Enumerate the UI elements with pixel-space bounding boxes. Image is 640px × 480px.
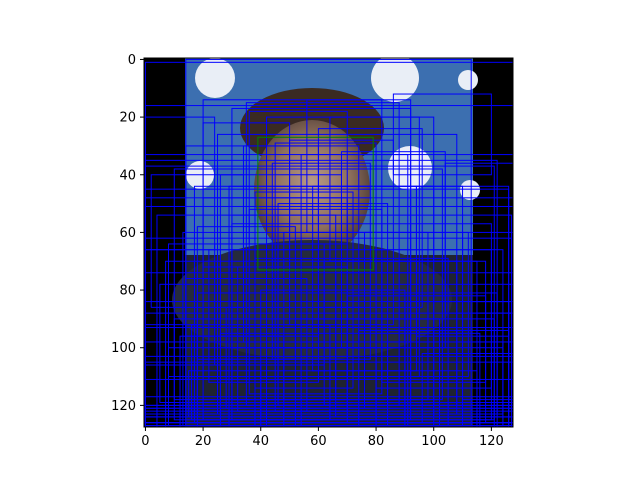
backdrop-logo: [460, 180, 480, 200]
bounding-box: [202, 122, 291, 268]
bounding-box: [237, 266, 348, 412]
highlight-box: [257, 136, 374, 271]
x-tick-label: 100: [421, 434, 446, 449]
y-tick-label: 100: [111, 341, 136, 356]
bounding-box: [248, 110, 348, 245]
image-area: [144, 58, 513, 427]
bounding-box: [381, 260, 487, 383]
x-tick-label: 60: [310, 434, 327, 449]
y-tick-label: 120: [111, 399, 136, 414]
backdrop-logo: [195, 58, 235, 98]
x-tick-label: 20: [195, 434, 212, 449]
bounding-box: [462, 231, 513, 401]
bounding-box: [335, 272, 435, 418]
bounding-box: [254, 191, 354, 389]
axes-frame: [143, 57, 514, 428]
backdrop-logo: [388, 146, 432, 190]
x-axis: 0 20 40 60 80 100 120: [141, 427, 504, 449]
x-tick-label: 120: [479, 434, 504, 449]
bounding-box: [404, 301, 513, 427]
bounding-box: [168, 243, 279, 378]
bounding-boxes: [144, 58, 513, 427]
backdrop-logo: [458, 70, 478, 90]
y-tick-label: 80: [119, 284, 136, 299]
backdrop-logo: [371, 58, 419, 102]
y-tick-label: 20: [119, 111, 136, 126]
bounding-box: [159, 283, 513, 403]
y-tick-label: 60: [119, 226, 136, 241]
bounding-box: [179, 335, 285, 427]
bounding-box: [387, 341, 504, 427]
bounding-box: [444, 162, 513, 314]
bounding-box: [144, 364, 262, 427]
bounding-box: [150, 174, 244, 308]
y-axis: 0 20 40 60 80 100 120: [111, 53, 144, 414]
x-tick-label: 80: [368, 434, 385, 449]
bounding-box: [144, 116, 216, 251]
bounding-box: [294, 318, 440, 427]
bounding-box: [306, 99, 383, 233]
bounding-box: [421, 352, 513, 424]
x-tick-label: 0: [141, 434, 149, 449]
bounding-box: [266, 347, 377, 427]
y-tick-label: 40: [119, 168, 136, 183]
bounding-box: [196, 226, 296, 360]
bounding-box: [392, 93, 492, 176]
x-tick-label: 40: [252, 434, 269, 449]
bounding-box: [165, 260, 478, 427]
highlight-box-group: [257, 136, 374, 271]
y-tick-label: 0: [128, 53, 136, 68]
bounding-box: [219, 332, 481, 427]
